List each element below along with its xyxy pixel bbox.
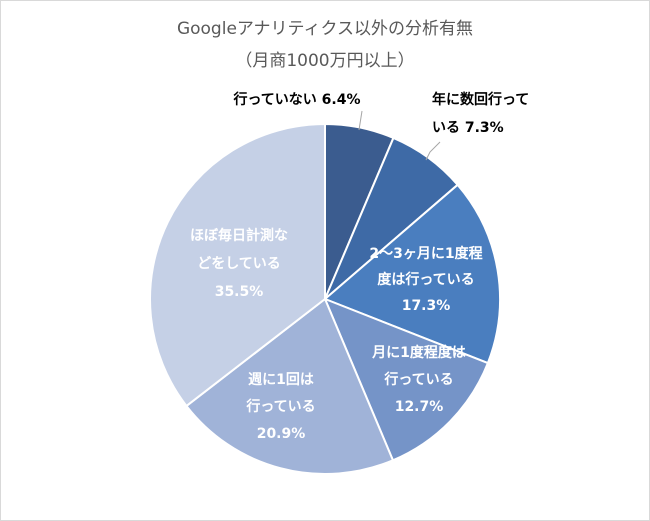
slice-label-line: ほぼ毎日計測な [190,227,288,244]
slice-label-line: どをしている [197,256,281,272]
slice-label-line: いる 7.3% [432,120,504,136]
slice-label-4: 月に1度程度は行っている 12.7% [371,344,466,415]
pie-slice-6 [149,122,326,408]
slice-label-line: 12.7% [395,399,444,415]
slice-label-line: 2～3ヶ月に1度程 [369,245,482,262]
slice-label-1: 行っていない 6.4% [232,91,360,108]
pie-slice-5 [185,297,395,475]
slice-label-line: 年に数回行って [432,91,529,108]
slice-label-line: 35.5% [215,284,264,300]
slice-label-3: 2～3ヶ月に1度程度は行っている 17.3% [369,245,482,314]
pie-slice-3 [323,183,501,365]
slice-label-line: 行っている [383,371,453,388]
leader-line-1 [358,110,363,131]
slice-label-6: ほぼ毎日計測などをしている 35.5% [190,227,288,300]
slice-label-line: 行っていない 6.4% [232,91,360,108]
pie-slice-4 [323,297,490,462]
chart-subtitle: （月商1000万円以上） [235,51,415,71]
slice-label-line: 度は行っている [377,271,474,288]
slice-label-line: 20.9% [257,426,306,442]
slice-label-2: 年に数回行っている 7.3% [432,91,529,136]
leader-line-2 [425,141,441,161]
slice-label-line: 週に1回は [248,372,314,388]
slice-label-5: 週に1回は行っている 20.9% [245,372,315,442]
slice-label-line: 月に1度程度は [371,344,466,361]
slice-label-line: 行っている [245,398,315,415]
slice-label-line: 17.3% [402,298,451,314]
chart-title: Googleアナリティクス以外の分析有無 [176,19,474,39]
